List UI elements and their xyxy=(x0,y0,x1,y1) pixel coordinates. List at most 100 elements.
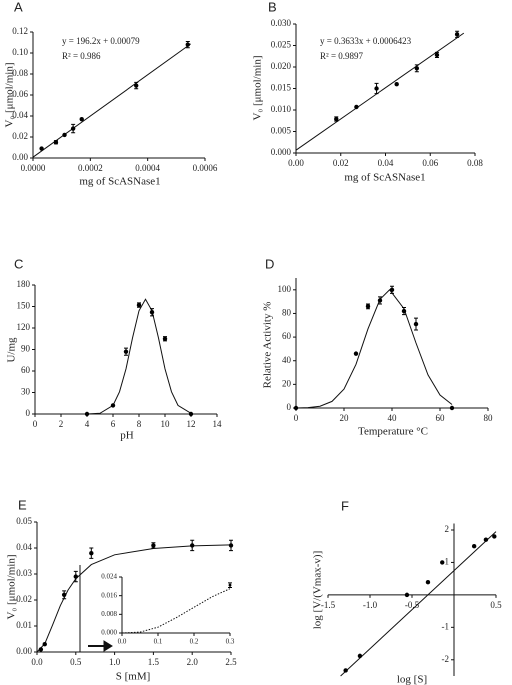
y-tick-label: -2 xyxy=(442,654,450,664)
y-tick-label: 0.025 xyxy=(271,40,292,50)
x-tick-label: 0.1 xyxy=(154,638,163,646)
y-tick-label: 60 xyxy=(282,331,292,341)
y-tick-label: 60 xyxy=(21,365,31,375)
data-point xyxy=(394,82,399,87)
x-axis-label: log [S] xyxy=(397,674,427,685)
x-tick-label: 1.5 xyxy=(148,657,160,667)
data-point xyxy=(42,642,47,647)
x-tick-label: 0.0 xyxy=(31,657,43,667)
x-axis-label: Temperature °C xyxy=(358,426,428,438)
y-tick-label: 0.010 xyxy=(271,104,292,114)
panel-label: B xyxy=(268,0,277,14)
x-tick-label: 2 xyxy=(59,419,64,429)
data-point xyxy=(73,574,79,579)
data-point xyxy=(449,405,455,411)
x-tick-label: 0 xyxy=(294,413,299,423)
data-point xyxy=(53,140,59,145)
data-point xyxy=(377,298,383,303)
x-tick-label: 20 xyxy=(340,413,350,423)
y-tick-label: 0.03 xyxy=(16,568,32,578)
x-tick-label: 0.06 xyxy=(422,158,438,168)
x-tick-label: 60 xyxy=(436,413,446,423)
x-tick-label: 0.04 xyxy=(378,158,394,168)
x-tick-label: 4 xyxy=(85,419,90,429)
x-tick-label: 0.00 xyxy=(288,158,304,168)
y-tick-label: 180 xyxy=(17,279,31,289)
data-point xyxy=(149,310,155,315)
y-tick-label: 0.000 xyxy=(271,147,292,157)
y-tick-label: -1 xyxy=(442,621,450,631)
x-tick-label: 0.0000 xyxy=(21,163,46,173)
y-tick-label: 120 xyxy=(17,322,31,332)
data-point xyxy=(425,580,431,585)
y-tick-label: 0.10 xyxy=(12,47,28,57)
data-point xyxy=(483,537,489,542)
y-tick-label: 0.08 xyxy=(12,68,28,78)
y-tick-label: 0 xyxy=(26,408,31,418)
data-point xyxy=(334,116,339,122)
panel-label: F xyxy=(341,498,349,513)
arrow-head xyxy=(103,640,113,652)
y-tick-label: 0.016 xyxy=(101,591,117,599)
y-axis-label: V₀ [μmol/min] xyxy=(4,62,16,127)
data-point xyxy=(404,592,410,598)
panel-label: E xyxy=(18,497,27,512)
y-tick-label: 0.020 xyxy=(271,61,292,71)
y-tick-label: 150 xyxy=(17,301,31,311)
data-point xyxy=(190,543,195,548)
x-tick-label: -1.0 xyxy=(363,600,378,610)
data-point xyxy=(374,86,379,91)
x-tick-label: 12 xyxy=(187,419,196,429)
data-point xyxy=(354,104,359,110)
y-tick-label: 0.06 xyxy=(12,89,28,99)
y-tick-label: 1 xyxy=(445,556,450,566)
data-point xyxy=(434,52,440,58)
panel-label: D xyxy=(265,256,274,271)
x-tick-label: 0 xyxy=(33,419,38,429)
fit-curve xyxy=(86,298,192,415)
y-tick-label: 2 xyxy=(445,524,450,534)
y-axis-label: Relative Activity % xyxy=(262,302,274,389)
y-tick-label: 0.030 xyxy=(271,18,292,28)
fit-curve xyxy=(295,289,453,409)
data-point xyxy=(413,321,419,327)
x-tick-label: 80 xyxy=(484,413,494,423)
y-tick-label: 90 xyxy=(21,344,31,354)
y-tick-label: 0.04 xyxy=(12,110,28,120)
y-tick-label: 0.00 xyxy=(12,152,28,162)
fit-curve xyxy=(340,531,497,677)
x-axis-label: mg of ScASNase1 xyxy=(344,172,425,184)
x-tick-label: 0.5 xyxy=(70,657,82,667)
x-axis-label: mg of ScASNase1 xyxy=(79,176,160,188)
y-tick-label: 0.008 xyxy=(101,610,117,618)
y-tick-label: 0.005 xyxy=(271,126,292,136)
x-tick-label: 0.0006 xyxy=(193,163,218,173)
x-tick-label: 0.0004 xyxy=(135,163,160,173)
data-point xyxy=(185,42,190,47)
x-tick-label: 10 xyxy=(161,419,171,429)
x-tick-label: 6 xyxy=(111,419,116,429)
x-tick-label: 0.02 xyxy=(333,158,349,168)
x-tick-label: 2.5 xyxy=(225,657,237,667)
data-point xyxy=(365,304,371,309)
y-axis-label: V₀ [μmol/min] xyxy=(252,55,264,120)
y-tick-label: 0.015 xyxy=(271,83,292,93)
y-tick-label: 80 xyxy=(282,308,292,318)
data-point xyxy=(471,544,477,549)
x-tick-label: -1.5 xyxy=(321,600,336,610)
x-axis-label: S [mM] xyxy=(116,671,151,683)
x-tick-label: 0.0002 xyxy=(78,163,103,173)
y-tick-label: 20 xyxy=(282,378,292,388)
y-axis-label: log [V/(Vmax-v)] xyxy=(312,551,324,630)
data-point xyxy=(357,653,363,659)
data-point xyxy=(188,411,194,417)
annotation: R² = 0.9897 xyxy=(320,51,364,61)
data-point xyxy=(89,551,94,556)
x-tick-label: 0.08 xyxy=(467,158,483,168)
data-point xyxy=(84,411,90,417)
x-tick-label: 14 xyxy=(213,419,223,429)
y-tick-label: 0.024 xyxy=(101,573,117,581)
x-tick-label: 0.2 xyxy=(190,638,199,646)
data-point xyxy=(151,543,156,548)
